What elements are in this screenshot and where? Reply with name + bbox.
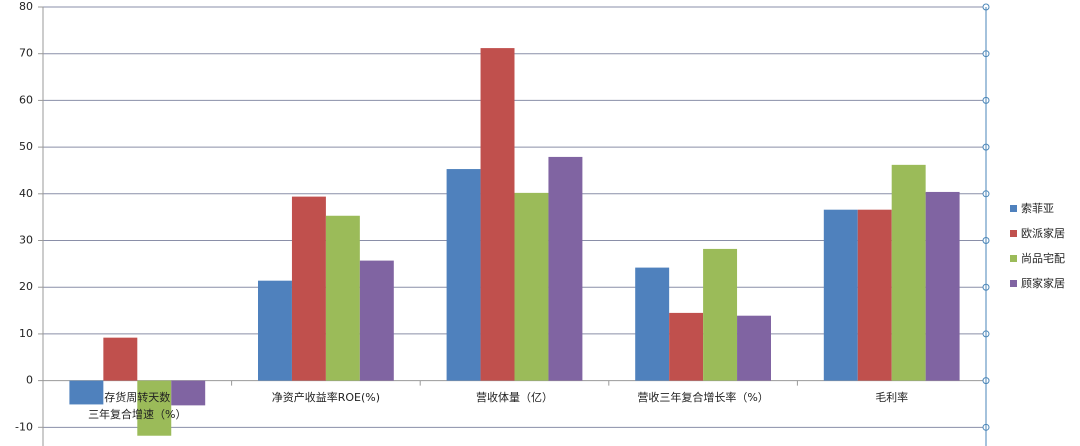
bar [703,248,738,381]
x-tick-label: 存货周转天数 三年复合增速（%） [88,390,187,421]
y-tick-label: 40 [19,187,33,200]
bar [635,267,670,381]
y-tick-label: 30 [19,234,33,247]
bar [480,48,515,381]
bar [325,215,360,381]
legend-swatch [1010,280,1017,287]
bar [514,192,549,381]
y-tick-label: 50 [19,140,33,153]
legend-label: 欧派家居 [1021,226,1065,240]
x-tick-label: 净资产收益率ROE(%) [271,390,381,404]
bar [548,156,583,381]
x-tick-label: 营收体量（亿） [476,390,553,404]
bar [359,260,394,381]
bar [103,337,138,381]
y-tick-label: 80 [19,0,33,13]
legend-swatch [1010,230,1017,237]
x-tick-label: 营收三年复合增长率（%） [637,390,769,404]
x-tick-label: 毛利率 [875,390,909,404]
y-tick-label: 10 [19,327,33,340]
y-tick-label: 20 [19,280,33,293]
y-tick-label: 0 [26,374,33,387]
legend-swatch [1010,205,1017,212]
bar [171,380,206,406]
bar [925,191,960,381]
bar [446,169,481,381]
bar [258,280,292,381]
bar [737,315,771,381]
bar [857,209,892,381]
legend-label: 顾家家居 [1021,276,1065,290]
y-tick-label: -10 [15,420,33,433]
legend-label: 尚品宅配 [1021,251,1065,265]
bar [137,380,172,436]
bar [891,164,926,381]
legend-label: 索菲亚 [1021,201,1054,215]
legend-swatch [1010,255,1017,262]
y-tick-label: 60 [19,93,33,106]
bar [823,209,858,381]
y-tick-label: 70 [19,47,33,60]
bar [69,380,104,405]
bar [291,196,326,381]
bar [669,312,704,381]
